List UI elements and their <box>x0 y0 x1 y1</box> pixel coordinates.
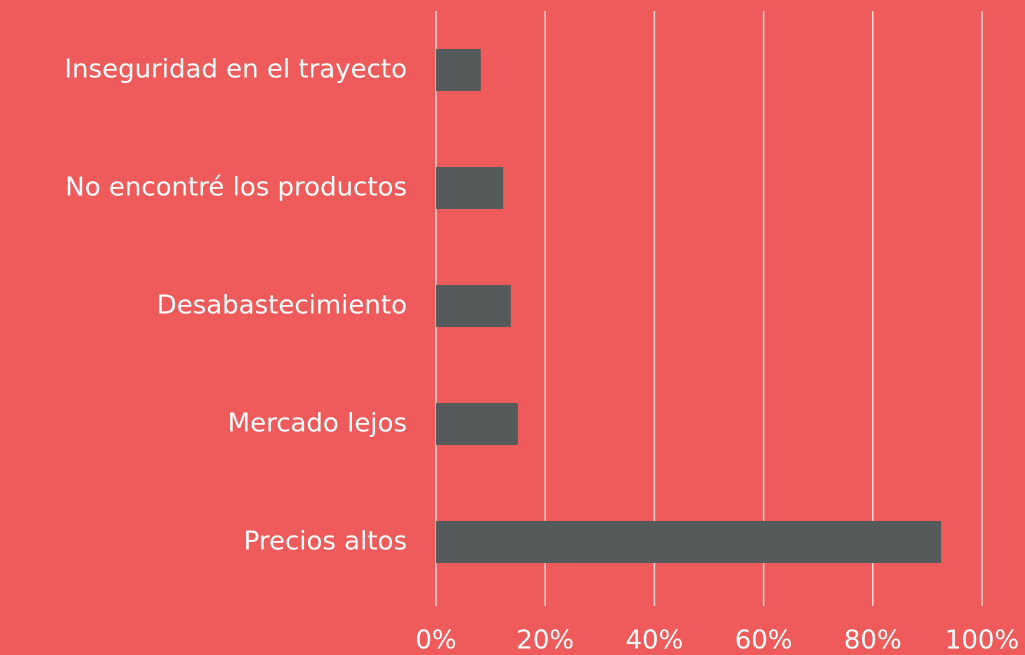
bar <box>436 403 518 445</box>
bar <box>436 167 504 209</box>
bar <box>436 521 942 563</box>
x-tick-label: 100% <box>945 626 1019 655</box>
x-tick-label: 0% <box>415 626 456 655</box>
x-tick-label: 60% <box>735 626 793 655</box>
x-tick-label: 40% <box>626 626 684 655</box>
x-tick-label: 20% <box>516 626 574 655</box>
y-tick-label: Desabastecimiento <box>157 291 407 321</box>
y-tick-label: Inseguridad en el trayecto <box>64 55 407 85</box>
y-tick-label: Precios altos <box>244 527 407 557</box>
x-tick-label: 80% <box>844 626 902 655</box>
bar <box>436 49 481 91</box>
bar <box>436 285 511 327</box>
y-tick-label: Mercado lejos <box>228 409 407 439</box>
y-tick-label: No encontré los productos <box>65 173 407 203</box>
